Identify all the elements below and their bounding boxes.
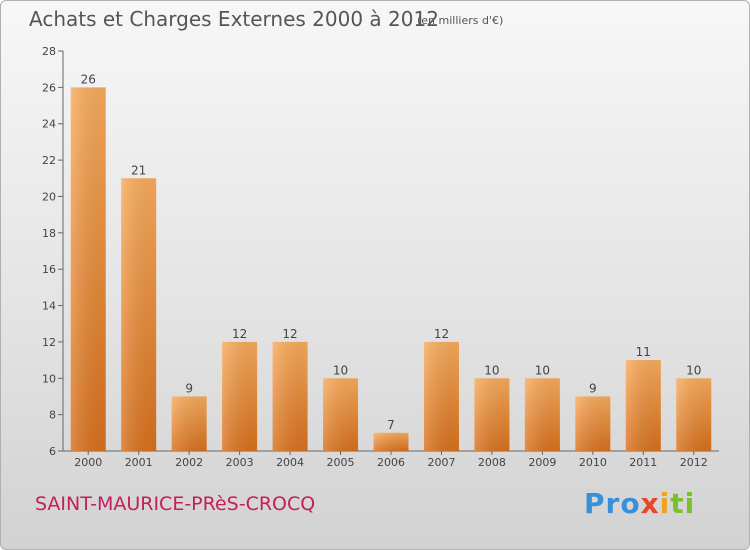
y-tick-label: 28 [42,45,56,58]
bar-highlight [524,378,560,451]
y-tick-label: 10 [42,372,56,385]
bar-highlight [323,378,359,451]
x-tick-label: 2004 [276,456,304,469]
data-label: 10 [333,363,348,377]
x-tick-label: 2010 [579,456,607,469]
x-tick-label: 2003 [226,456,254,469]
commune-name: SAINT-MAURICE-PRèS-CROCQ [35,493,316,515]
bar-highlight [423,341,459,451]
data-label: 10 [686,363,701,377]
bar-highlight [121,178,157,452]
x-tick-label: 2006 [377,456,405,469]
bar-highlight [373,432,409,451]
data-label: 26 [81,72,96,86]
x-tick-label: 2005 [327,456,355,469]
x-tick-label: 2002 [175,456,203,469]
data-label: 7 [387,418,395,432]
data-label: 10 [535,363,550,377]
bar-highlight [625,360,661,451]
x-tick-label: 2011 [629,456,657,469]
logo-part-2: x [640,487,660,520]
proxiti-logo[interactable]: Proxiti [584,487,695,520]
chart-subtitle: (en milliers d'€) [417,14,504,27]
data-label: 9 [589,381,597,395]
data-label: 10 [484,363,499,377]
x-tick-label: 2012 [680,456,708,469]
chart-title: Achats et Charges Externes 2000 à 2012 [29,7,439,31]
x-tick-label: 2007 [427,456,455,469]
logo-part-3: i [659,487,671,520]
x-tick-label: 2008 [478,456,506,469]
y-tick-label: 6 [49,445,56,458]
y-tick-label: 14 [42,300,56,313]
bar-highlight [171,396,207,451]
bar-highlight [222,341,258,451]
x-tick-label: 2009 [528,456,556,469]
y-tick-label: 24 [42,118,56,131]
x-tick-label: 2000 [74,456,102,469]
y-tick-label: 12 [42,336,56,349]
y-tick-label: 8 [49,409,56,422]
bar-highlight [474,378,510,451]
bar-highlight [575,396,611,451]
data-label: 12 [232,327,247,341]
bar-highlight [272,341,308,451]
y-tick-label: 18 [42,227,56,240]
y-tick-label: 16 [42,263,56,276]
data-label: 9 [185,381,193,395]
y-tick-label: 26 [42,81,56,94]
data-label: 11 [636,345,651,359]
y-tick-label: 22 [42,154,56,167]
bar-highlight [676,378,712,451]
data-label: 12 [434,327,449,341]
bars [70,87,712,452]
logo-part-4: ti [670,487,696,520]
data-label: 12 [282,327,297,341]
bar-highlight [70,87,106,451]
labels: 26 2000 21 2001 9 2002 12 2003 12 2004 10 2005 7 2006… [74,72,708,469]
data-label: 21 [131,163,146,177]
y-tick-label: 20 [42,190,56,203]
x-tick-label: 2001 [125,456,153,469]
logo-part-1: Pro [584,487,641,520]
